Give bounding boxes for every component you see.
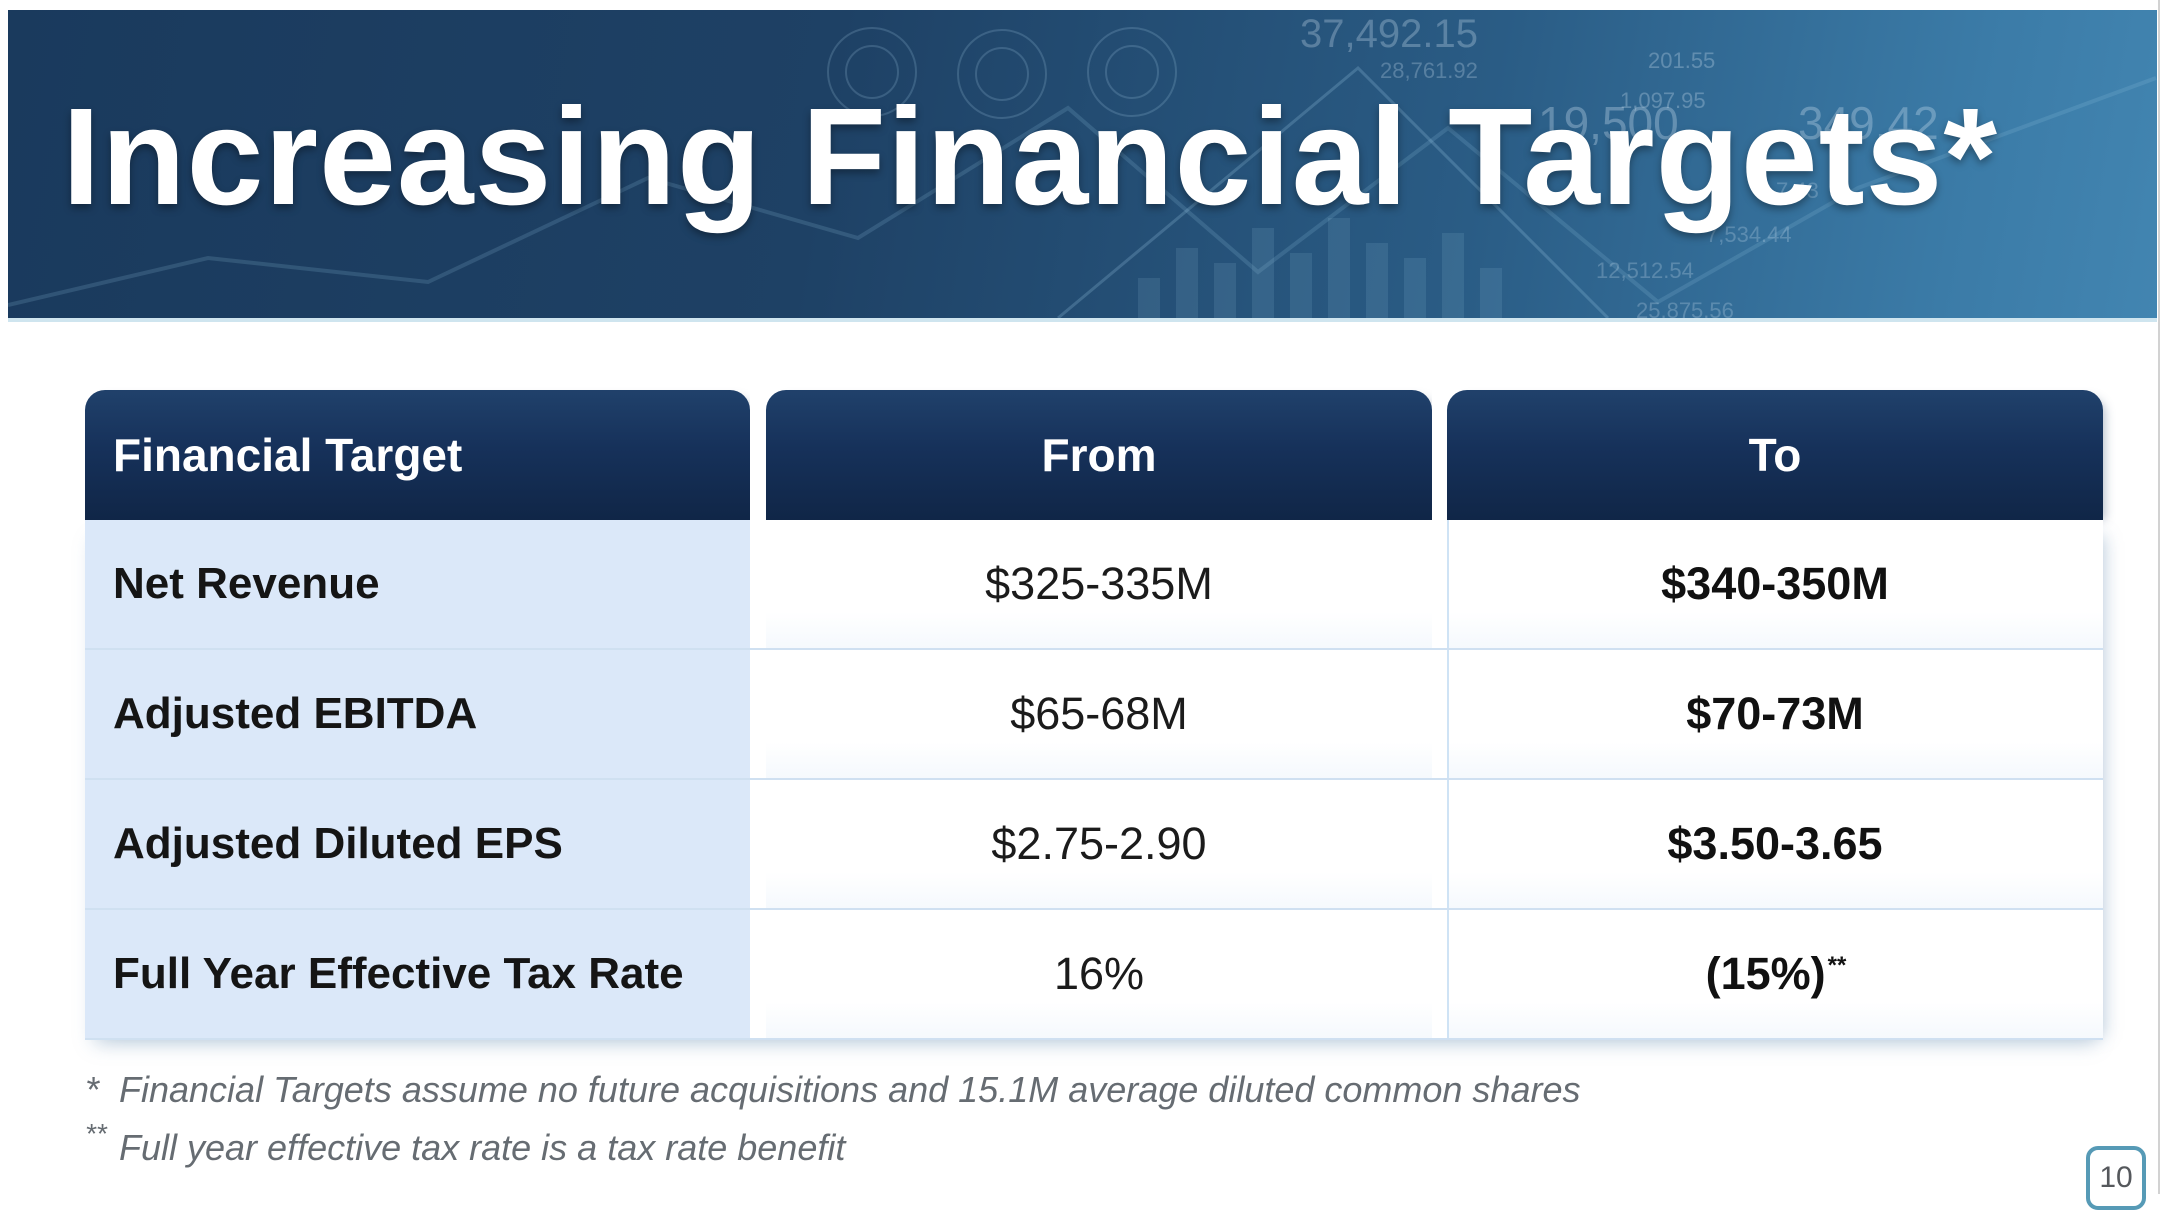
cell-gap bbox=[1432, 910, 1447, 1038]
table-body: Net Revenue $325-335M $340-350M Adjusted… bbox=[85, 520, 2103, 1040]
header-gap bbox=[1432, 390, 1447, 520]
cell-gap bbox=[750, 520, 766, 648]
financial-targets-table: Financial Target From To Net Revenue $32… bbox=[85, 390, 2103, 1040]
cell-gap bbox=[1432, 650, 1447, 778]
cell-gap bbox=[1432, 520, 1447, 648]
from-value: $325-335M bbox=[766, 520, 1432, 648]
slide-right-edge-divider bbox=[2158, 0, 2160, 1194]
table-header-row: Financial Target From To bbox=[85, 390, 2103, 520]
cell-gap bbox=[750, 780, 766, 908]
footnote-marker: ** bbox=[85, 1118, 107, 1149]
footnotes: * Financial Targets assume no future acq… bbox=[85, 1072, 1580, 1166]
title-banner: 37,492.15 28,761.92 201.55 1,097.95 19,5… bbox=[8, 10, 2157, 322]
to-value: $70-73M bbox=[1447, 650, 2103, 778]
footnote-line: ** Full year effective tax rate is a tax… bbox=[85, 1120, 1580, 1168]
to-value: $340-350M bbox=[1447, 520, 2103, 648]
page-title: Increasing Financial Targets* bbox=[62, 80, 1999, 234]
row-label: Full Year Effective Tax Rate bbox=[85, 910, 750, 1038]
bar-chart-decoration bbox=[1138, 218, 1502, 318]
to-value: $3.50-3.65 bbox=[1447, 780, 2103, 908]
header-gap bbox=[750, 390, 766, 520]
to-value: (15%) ** bbox=[1447, 910, 2103, 1038]
table-row: Full Year Effective Tax Rate 16% (15%) ** bbox=[85, 910, 2103, 1040]
page-number-badge: 10 bbox=[2086, 1146, 2146, 1210]
cell-gap bbox=[750, 910, 766, 1038]
coin-icons-decoration bbox=[827, 27, 1177, 119]
header-financial-target: Financial Target bbox=[85, 390, 750, 520]
cell-gap bbox=[750, 650, 766, 778]
header-to: To bbox=[1447, 390, 2103, 520]
banner-graphics-decoration bbox=[8, 27, 2157, 318]
table-row: Net Revenue $325-335M $340-350M bbox=[85, 520, 2103, 650]
to-value-text: $3.50-3.65 bbox=[1667, 818, 1883, 869]
from-value: $65-68M bbox=[766, 650, 1432, 778]
from-value: 16% bbox=[766, 910, 1432, 1038]
footnote-marker: * bbox=[85, 1069, 100, 1110]
table-row: Adjusted Diluted EPS $2.75-2.90 $3.50-3.… bbox=[85, 780, 2103, 910]
to-value-text: (15%) bbox=[1705, 948, 1826, 999]
to-value-text: $70-73M bbox=[1686, 688, 1864, 739]
footnote-line: * Financial Targets assume no future acq… bbox=[85, 1072, 1580, 1108]
footnote-text: Financial Targets assume no future acqui… bbox=[119, 1069, 1581, 1110]
to-value-text: $340-350M bbox=[1661, 558, 1889, 609]
row-label: Net Revenue bbox=[85, 520, 750, 648]
table-row: Adjusted EBITDA $65-68M $70-73M bbox=[85, 650, 2103, 780]
row-label: Adjusted Diluted EPS bbox=[85, 780, 750, 908]
header-from: From bbox=[766, 390, 1432, 520]
cell-gap bbox=[1432, 780, 1447, 908]
from-value: $2.75-2.90 bbox=[766, 780, 1432, 908]
row-label: Adjusted EBITDA bbox=[85, 650, 750, 778]
footnote-text: Full year effective tax rate is a tax ra… bbox=[119, 1127, 846, 1168]
